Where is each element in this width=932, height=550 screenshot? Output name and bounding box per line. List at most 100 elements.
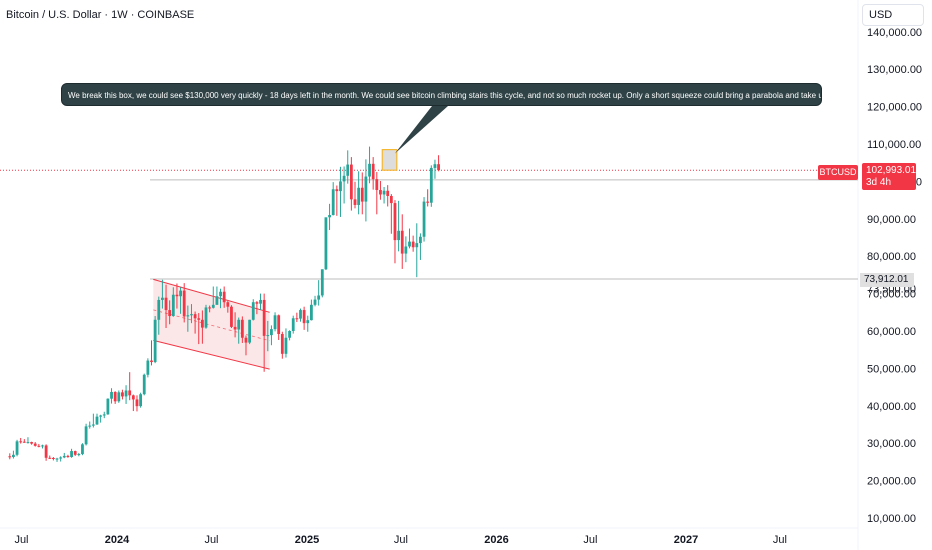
- candle-body: [222, 291, 226, 303]
- candle-body: [393, 203, 397, 241]
- candle-body: [124, 390, 128, 397]
- candle-body: [139, 394, 143, 407]
- candle-body: [335, 189, 339, 192]
- candle-body: [382, 190, 386, 195]
- candle-body: [233, 326, 237, 330]
- candle-body: [44, 445, 48, 458]
- candle-body: [288, 331, 291, 338]
- channel-bottom-line: [153, 339, 270, 370]
- candle-body: [368, 163, 371, 177]
- candle-body: [262, 299, 266, 336]
- candle-body: [66, 455, 70, 458]
- candle-body: [77, 454, 81, 456]
- candle-body: [397, 230, 401, 241]
- candle-body: [197, 318, 201, 320]
- candle-body: [251, 302, 255, 320]
- candle-body: [309, 304, 313, 321]
- candle-body: [360, 187, 364, 202]
- candle-body: [240, 319, 244, 338]
- candle-body: [146, 360, 150, 375]
- x-tick-label: Jul: [773, 534, 787, 546]
- candle-body: [422, 201, 426, 237]
- y-tick-label: 20,000.00: [867, 476, 916, 488]
- candle-body: [266, 335, 270, 337]
- candle-body: [284, 337, 288, 354]
- y-tick-label: 40,000.00: [867, 401, 916, 413]
- candle-body: [270, 329, 273, 336]
- candle-body: [371, 163, 375, 180]
- candle-body: [142, 374, 146, 395]
- candle-body: [219, 291, 222, 297]
- candle-body: [273, 315, 277, 330]
- y-tick-label: 80,000.00: [867, 251, 916, 263]
- annotation-callout[interactable]: We break this box, we could see $130,000…: [61, 83, 822, 106]
- y-tick-label: 130,000.00: [867, 64, 922, 76]
- candle-body: [19, 441, 23, 443]
- candle-body: [419, 236, 422, 244]
- y-tick-label: 50,000.00: [867, 363, 916, 375]
- x-tick-label: Jul: [204, 534, 218, 546]
- candle-body: [30, 442, 33, 444]
- candle-body: [117, 392, 121, 402]
- candle-body: [208, 307, 212, 309]
- candle-body: [404, 246, 408, 254]
- candle-body: [429, 167, 433, 203]
- x-tick-label: 2024: [105, 534, 130, 546]
- candle-body: [26, 442, 30, 444]
- candle-body: [22, 441, 26, 443]
- candle-body: [161, 297, 164, 300]
- target-box: [381, 149, 398, 171]
- y-tick-label: 60,000.00: [867, 326, 916, 338]
- candle-body: [37, 445, 41, 447]
- x-tick-label: Jul: [583, 534, 597, 546]
- candle-body: [59, 457, 63, 459]
- y-tick-label: 90,000.00: [867, 214, 916, 226]
- level-price-tag: 73,912.01: [860, 273, 914, 287]
- candle-body: [186, 315, 190, 317]
- candle-body: [33, 443, 37, 446]
- candle-body: [324, 217, 328, 270]
- candle-body: [306, 320, 310, 324]
- candle-body: [193, 314, 197, 319]
- candle-body: [171, 294, 175, 317]
- candle-body: [433, 164, 437, 168]
- candle-body: [313, 299, 317, 305]
- candle-body: [204, 307, 208, 328]
- candle-body: [299, 310, 302, 319]
- candle-body: [8, 456, 12, 458]
- y-tick-label: 30,000.00: [867, 438, 916, 450]
- candle-body: [237, 319, 241, 330]
- candle-body: [331, 189, 335, 216]
- candle-body: [190, 314, 193, 316]
- candle-body: [99, 415, 103, 417]
- candle-body: [375, 179, 379, 191]
- candle-body: [95, 416, 99, 425]
- candle-body: [411, 241, 415, 248]
- candle-body: [128, 390, 132, 396]
- candle-body: [211, 304, 215, 308]
- candle-body: [182, 290, 186, 317]
- candle-body: [91, 424, 95, 426]
- candle-body: [379, 190, 382, 195]
- candle-body: [320, 269, 324, 296]
- last-price-tag: 102,993.01 3d 4h: [862, 163, 916, 190]
- x-tick-label: 2025: [295, 534, 319, 546]
- candle-body: [244, 337, 248, 343]
- candle-body: [15, 441, 19, 455]
- candle-body: [179, 290, 182, 297]
- candle-body: [81, 444, 84, 455]
- candle-body: [121, 392, 124, 397]
- candle-body: [248, 319, 252, 343]
- candle-body: [364, 176, 368, 202]
- currency-button[interactable]: USD: [862, 4, 924, 26]
- candle-body: [150, 360, 153, 363]
- candle-body: [73, 451, 77, 455]
- candle-body: [12, 454, 15, 458]
- y-tick-label: 70,000.00: [867, 289, 916, 301]
- candle-body: [113, 391, 117, 402]
- candle-body: [353, 199, 357, 205]
- candle-body: [175, 294, 179, 297]
- symbol-tag: BTCUSD: [818, 165, 858, 180]
